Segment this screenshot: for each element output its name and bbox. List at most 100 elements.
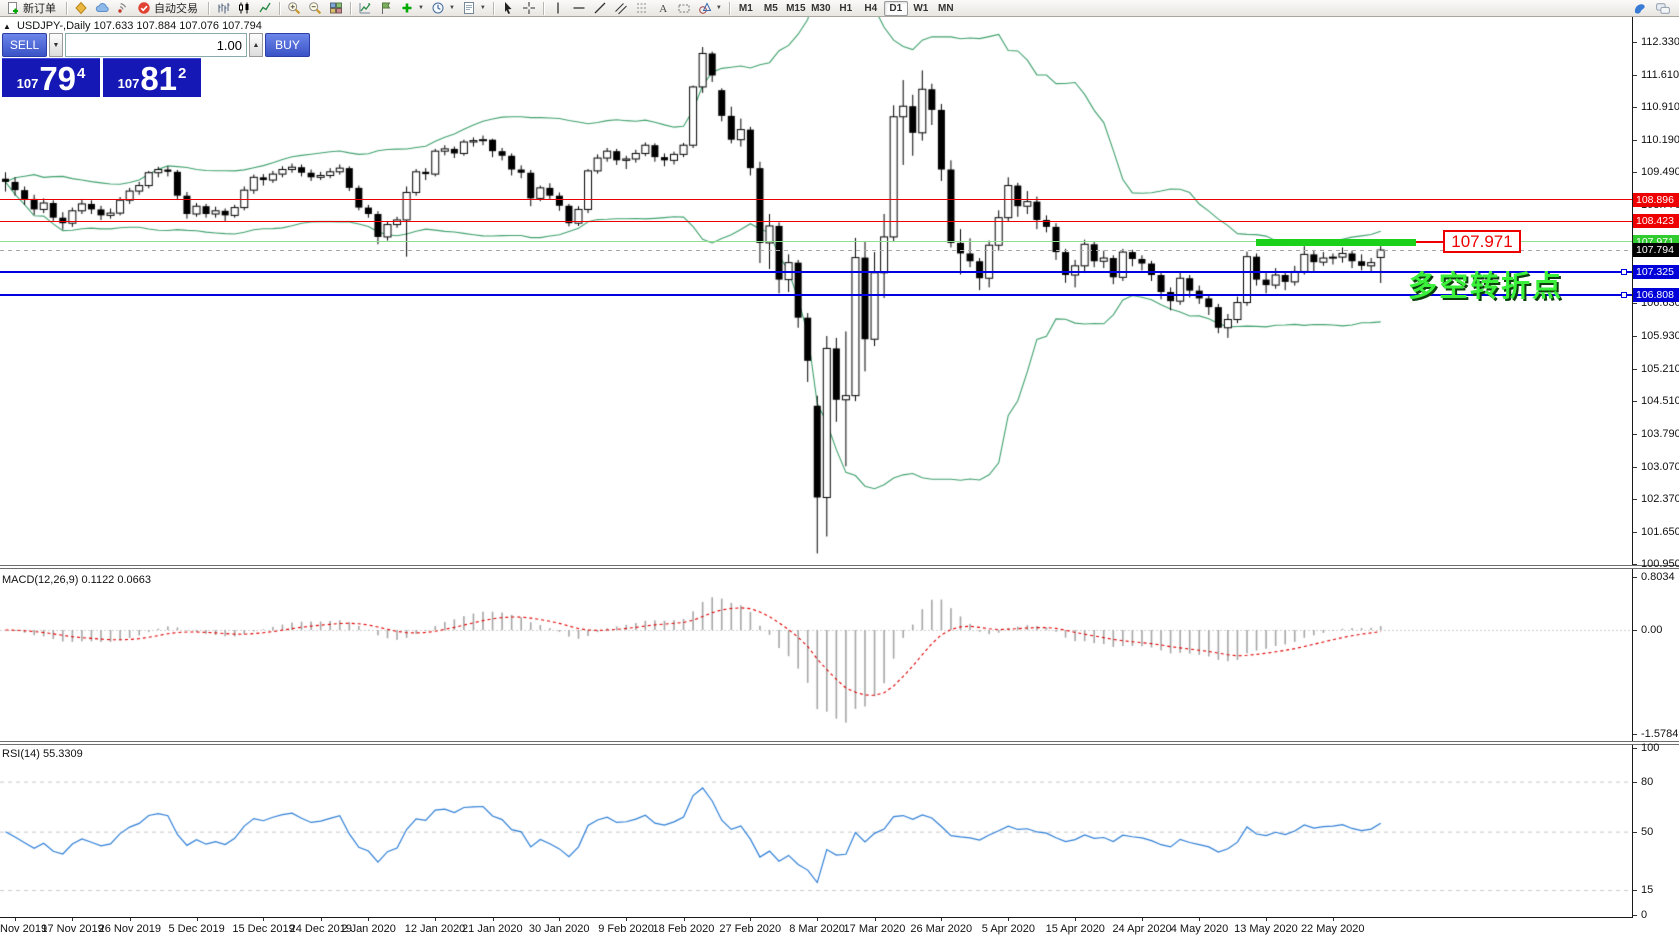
periods-button[interactable]: ▼ xyxy=(428,1,458,16)
time-tick-mark xyxy=(72,918,74,921)
templates-button[interactable]: ▼ xyxy=(459,1,489,16)
signals-button[interactable] xyxy=(113,1,133,16)
autotrading-button[interactable]: 自动交易 xyxy=(134,1,204,16)
text-button[interactable]: A xyxy=(653,1,673,16)
favorites-button[interactable] xyxy=(376,1,396,16)
tile-windows-button[interactable] xyxy=(326,1,346,16)
one-click-trading-panel: SELL ▼ ▲ BUY 107 79 4 107 81 2 xyxy=(2,33,310,97)
sell-button[interactable]: SELL xyxy=(2,33,47,57)
resistance-line[interactable] xyxy=(0,220,1632,222)
time-tick-mark xyxy=(15,918,17,921)
equidistant-channel-button[interactable] xyxy=(611,1,631,16)
time-tick-mark xyxy=(129,918,131,921)
tab-timeframe-m30[interactable]: M30 xyxy=(811,2,831,14)
volume-input[interactable] xyxy=(65,33,247,57)
vertical-line-button[interactable] xyxy=(548,1,568,16)
cloud-button[interactable] xyxy=(92,1,112,16)
rsi-canvas[interactable] xyxy=(0,745,1632,917)
chat-icon[interactable] xyxy=(1655,1,1671,16)
cloud-icon xyxy=(95,3,109,12)
time-tick-mark xyxy=(435,918,437,921)
price-tick-mark xyxy=(1633,42,1637,43)
line-handle[interactable] xyxy=(1621,268,1627,275)
macd-canvas[interactable] xyxy=(0,569,1632,741)
date-label: 17 Mar 2020 xyxy=(843,923,906,935)
date-label: 15 Dec 2019 xyxy=(232,923,295,935)
add-indicator-button[interactable]: ▼ xyxy=(397,1,427,16)
tab-timeframe-m15[interactable]: M15 xyxy=(786,2,806,14)
shapes-button[interactable]: ▼ xyxy=(695,1,725,16)
sell-price-pips: 79 xyxy=(39,60,77,97)
tab-timeframe-w1[interactable]: W1 xyxy=(913,2,929,14)
tab-timeframe-mn[interactable]: MN xyxy=(938,2,954,14)
pivot-annotation-text[interactable]: 多空转折点 xyxy=(1408,271,1564,303)
shapes-icon xyxy=(699,2,712,14)
date-label: 30 Jan 2020 xyxy=(528,923,590,935)
pivot-line[interactable] xyxy=(0,241,1632,243)
signals-icon xyxy=(118,2,127,13)
crosshair-button[interactable] xyxy=(519,1,539,16)
chart-line-button[interactable] xyxy=(255,1,275,16)
price-tick-mark xyxy=(1633,140,1637,142)
time-tick-mark xyxy=(1199,918,1201,921)
cursor-button[interactable] xyxy=(498,1,518,16)
label-button[interactable] xyxy=(674,1,694,16)
tab-timeframe-m1[interactable]: M1 xyxy=(738,2,753,14)
macd-label: MACD(12,26,9) 0.1122 0.0663 xyxy=(2,574,151,586)
sell-price-button[interactable]: 107 79 4 xyxy=(2,58,100,97)
price-tick-mark xyxy=(1633,368,1637,370)
profile-button[interactable] xyxy=(355,1,375,16)
fibonacci-button[interactable] xyxy=(632,1,652,16)
new-order-icon xyxy=(8,2,18,14)
new-order-button[interactable]: 新订单 xyxy=(3,1,62,16)
volume-decrease-button[interactable]: ▼ xyxy=(49,33,63,57)
trendline-button[interactable] xyxy=(590,1,610,16)
buy-button[interactable]: BUY xyxy=(265,33,310,57)
panel-divider[interactable] xyxy=(0,565,1679,569)
tab-timeframe-d1[interactable]: D1 xyxy=(883,0,908,16)
price-tick-label: 101.650 xyxy=(1641,525,1679,538)
chevron-down-icon: ▼ xyxy=(715,5,722,11)
chart-bars-button[interactable] xyxy=(213,1,233,16)
rsi-tick-label: 100 xyxy=(1641,742,1660,755)
templates-icon xyxy=(463,2,474,14)
time-tick-mark xyxy=(1141,918,1143,921)
resistance-line[interactable] xyxy=(0,199,1632,201)
toolbar-right xyxy=(1632,1,1671,16)
sell-price-point: 4 xyxy=(77,65,86,82)
time-tick-mark xyxy=(1075,918,1077,921)
mql5-icon[interactable] xyxy=(1632,1,1647,16)
label-icon xyxy=(678,4,690,13)
main-chart-canvas[interactable] xyxy=(0,17,1632,565)
autotrading-icon xyxy=(138,2,150,14)
panel-divider[interactable] xyxy=(0,741,1679,745)
chevron-down-icon: ▼ xyxy=(418,5,424,11)
price-callout-label[interactable]: 107.971 xyxy=(1443,230,1521,253)
trendline-highlight[interactable] xyxy=(1256,239,1416,246)
zoom-in-button[interactable] xyxy=(284,1,304,16)
tab-timeframe-h4[interactable]: H4 xyxy=(864,2,878,14)
tab-timeframe-m5[interactable]: M5 xyxy=(763,2,778,14)
chart-candles-button[interactable] xyxy=(234,1,254,16)
support-line[interactable] xyxy=(0,294,1632,297)
date-label: 4 May 2020 xyxy=(1170,923,1229,935)
toolbar: 新订单 自动交易 xyxy=(0,0,1679,17)
trendline-icon xyxy=(594,2,606,14)
time-axis[interactable]: Nov 2019 17 Nov 2019 26 Nov 2019 5 Dec 2019… xyxy=(0,918,1679,939)
price-label: 108.423 xyxy=(1633,214,1679,229)
volume-increase-button[interactable]: ▲ xyxy=(249,33,263,57)
buy-price-button[interactable]: 107 81 2 xyxy=(103,58,201,97)
horizontal-line-button[interactable] xyxy=(569,1,589,16)
time-tick-mark xyxy=(559,918,561,921)
zoom-out-button[interactable] xyxy=(305,1,325,16)
tab-timeframe-h1[interactable]: H1 xyxy=(839,2,853,14)
support-line[interactable] xyxy=(0,270,1632,273)
market-button[interactable] xyxy=(71,1,91,16)
buy-price-point: 2 xyxy=(178,65,187,82)
price-label: 107.325 xyxy=(1633,264,1679,279)
line-handle[interactable] xyxy=(1621,292,1627,299)
chart-bars-icon xyxy=(218,3,230,14)
time-tick-mark xyxy=(320,918,322,921)
price-tick-mark xyxy=(1633,400,1637,402)
macd-tick-mark xyxy=(1633,630,1637,631)
